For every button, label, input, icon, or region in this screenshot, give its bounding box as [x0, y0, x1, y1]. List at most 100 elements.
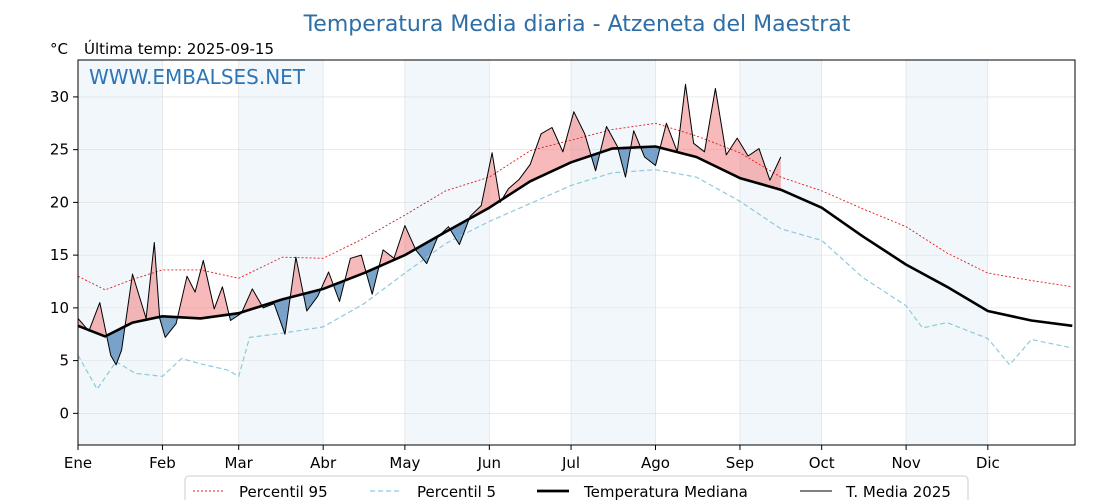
median-point	[1072, 325, 1073, 326]
x-tick-label: Dic	[976, 454, 1000, 472]
x-tick-label: Ene	[64, 454, 92, 472]
year-2025-point	[693, 143, 694, 144]
p5-line	[77, 169, 1073, 390]
year-2025-point	[470, 216, 471, 217]
year-2025-point	[437, 237, 438, 238]
p5-point	[282, 333, 283, 334]
year-2025-point	[263, 307, 264, 308]
year-2025-point	[704, 151, 705, 152]
above-median-fill	[290, 257, 304, 298]
p5-point	[404, 273, 405, 274]
median-point	[282, 299, 283, 300]
p95-point	[906, 226, 907, 227]
median-point	[987, 310, 988, 311]
year-2025-point	[459, 244, 460, 245]
year-2025-point	[644, 156, 645, 157]
p95-point	[404, 215, 405, 216]
y-tick-label: 0	[59, 404, 69, 422]
y-ticks: 0 5 10 15 20 25 30	[50, 88, 78, 422]
x-ticks: Ene Feb Mar Abr May Jun Jul Ago Sep Oct Nov Dic	[64, 445, 1000, 472]
year-2025-point	[214, 308, 215, 309]
year-2025-point	[284, 334, 285, 335]
above-median-fill	[125, 242, 160, 327]
p95-point	[611, 129, 612, 130]
year-2025-point	[252, 288, 253, 289]
year-2025-point	[617, 146, 618, 147]
year-2025-point	[154, 242, 155, 243]
year-2025-point	[306, 310, 307, 311]
p95-point	[571, 140, 572, 141]
year-2025-point	[666, 123, 667, 124]
y-tick-label: 20	[50, 193, 69, 211]
month-band	[739, 60, 822, 445]
median-point	[200, 318, 201, 319]
plot-frame	[77, 59, 1076, 446]
watermark-text: WWW.EMBALSES.NET	[89, 65, 306, 89]
p5-point	[946, 322, 947, 323]
x-tick-label: Oct	[809, 454, 835, 472]
p95-point	[323, 258, 324, 259]
median-point	[611, 148, 612, 149]
median-point	[780, 189, 781, 190]
p95-point	[489, 177, 490, 178]
p95-point	[1031, 280, 1032, 281]
below-median-fill	[618, 147, 631, 178]
p5-point	[906, 305, 907, 306]
year-2025-point	[551, 127, 552, 128]
above-median-fill	[469, 152, 501, 219]
year-2025-point	[655, 165, 656, 166]
p5-point	[227, 370, 228, 371]
median-point	[821, 207, 822, 208]
year-2025-point	[780, 156, 781, 157]
year-2025-point	[116, 364, 117, 365]
year-2025-point	[195, 292, 196, 293]
year-2025-point	[404, 225, 405, 226]
p95-point	[530, 150, 531, 151]
year-2025-point	[769, 180, 770, 181]
p5-point	[116, 361, 117, 362]
year-2025-point	[492, 152, 493, 153]
median-point	[132, 322, 133, 323]
p95-point	[1072, 286, 1073, 287]
year-2025-point	[595, 170, 596, 171]
year-2025-point	[274, 303, 275, 304]
year-2025-point	[372, 294, 373, 295]
y-tick-label: 30	[50, 88, 69, 106]
p5-point	[655, 169, 656, 170]
chart-title: Temperatura Media diaria - Atzeneta del …	[303, 12, 851, 37]
year-2025-point	[230, 320, 231, 321]
p95-point	[987, 273, 988, 274]
year-2025-point	[726, 154, 727, 155]
below-median-fill	[159, 316, 179, 338]
year-2025-point	[415, 249, 416, 250]
p5-point	[611, 172, 612, 173]
p95-point	[105, 289, 106, 290]
year-2025-line	[77, 83, 782, 366]
year-2025-point	[88, 331, 89, 332]
anomaly-fills	[78, 84, 781, 365]
year-2025-point	[426, 263, 427, 264]
unit-label: °C	[50, 40, 68, 58]
p5-point	[862, 277, 863, 278]
year-2025-point	[186, 276, 187, 277]
month-band	[571, 60, 656, 445]
year-2025-point	[530, 164, 531, 165]
p95-point	[862, 208, 863, 209]
above-median-fill	[379, 225, 416, 267]
x-tick-label: Jun	[477, 454, 501, 472]
p95-point	[780, 177, 781, 178]
year-2025-point	[339, 301, 340, 302]
legend-label-p95: Percentil 95	[239, 483, 328, 500]
x-tick-label: Nov	[891, 454, 920, 472]
year-2025-point	[562, 151, 563, 152]
median-point	[696, 156, 697, 157]
last-temp-label: Última temp: 2025-09-15	[84, 39, 274, 58]
p5-point	[987, 338, 988, 339]
p5-point	[135, 373, 136, 374]
median-point	[739, 178, 740, 179]
p5-point	[530, 203, 531, 204]
year-2025-point	[573, 111, 574, 112]
year-2025-point	[625, 177, 626, 178]
p95-point	[655, 123, 656, 124]
median-point	[655, 146, 656, 147]
